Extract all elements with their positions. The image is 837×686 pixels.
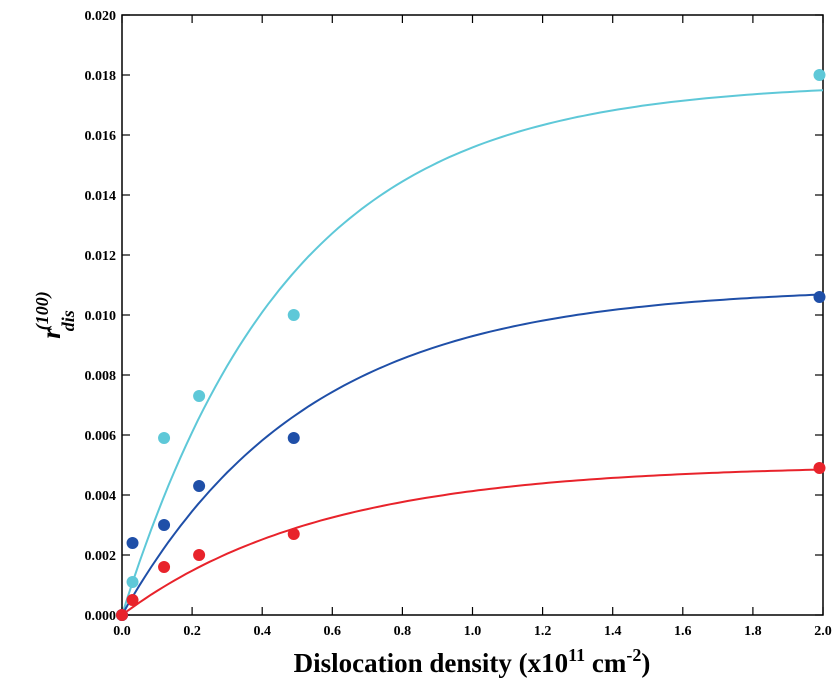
data-point-2 bbox=[158, 561, 171, 573]
y-tick-label: 0.014 bbox=[85, 189, 117, 204]
x-tick-label: 1.6 bbox=[674, 624, 692, 639]
x-axis-ticks: 0.0 0.2 0.4 0.6 0.8 1.0 1.2 1.4 1.6 1.8 2.0 bbox=[113, 15, 832, 639]
y-tick-label: 0.002 bbox=[85, 549, 117, 564]
data-point-2 bbox=[116, 609, 128, 621]
x-axis-title-main: Dislocation density (x10 bbox=[294, 648, 569, 678]
x-tick-label: 0.8 bbox=[394, 624, 412, 639]
y-axis-title-main: r bbox=[36, 328, 66, 339]
y-tick-label: 0.006 bbox=[85, 429, 117, 444]
y-tick-label: 0.008 bbox=[85, 369, 117, 384]
data-point-1 bbox=[158, 519, 171, 531]
x-tick-label: 1.2 bbox=[534, 624, 552, 639]
fit-curves bbox=[121, 89, 824, 616]
data-points bbox=[116, 69, 826, 621]
fit-curve-2 bbox=[121, 468, 824, 616]
y-tick-label: 0.010 bbox=[85, 309, 117, 324]
fit-curve-1 bbox=[121, 293, 824, 616]
plot-frame bbox=[121, 14, 824, 616]
y-tick-label: 0.016 bbox=[85, 129, 117, 144]
data-point-0 bbox=[126, 576, 139, 588]
y-axis-title-subscript: dis bbox=[58, 310, 78, 331]
x-axis-title-unit: cm bbox=[585, 648, 627, 678]
svg-text:r(100)dis: r(100) dis bbox=[32, 291, 78, 339]
x-tick-label: 0.2 bbox=[183, 624, 201, 639]
data-point-1 bbox=[193, 480, 206, 492]
data-point-0 bbox=[813, 69, 826, 81]
x-axis-title-exponent: 11 bbox=[568, 645, 585, 665]
data-point-1 bbox=[126, 537, 139, 549]
y-tick-label: 0.004 bbox=[85, 489, 117, 504]
x-tick-label: 0.4 bbox=[253, 624, 271, 639]
x-tick-label: 2.0 bbox=[814, 624, 832, 639]
data-point-0 bbox=[287, 309, 300, 321]
x-tick-label: 1.0 bbox=[464, 624, 482, 639]
x-axis-title: Dislocation density (x1011 cm-2) bbox=[294, 645, 651, 678]
data-point-2 bbox=[126, 594, 139, 606]
x-axis-title-unit-exponent: -2 bbox=[626, 645, 641, 665]
fit-curve-0 bbox=[121, 89, 824, 616]
y-tick-label: 0.018 bbox=[85, 69, 117, 84]
data-point-2 bbox=[193, 549, 206, 561]
data-point-1 bbox=[813, 291, 826, 303]
data-point-2 bbox=[813, 462, 826, 474]
x-tick-label: 0.0 bbox=[113, 624, 131, 639]
data-point-1 bbox=[287, 432, 300, 444]
y-axis-ticks: 0.000 0.002 0.004 0.006 0.008 0.010 0.012 0.014… bbox=[85, 9, 823, 624]
y-axis-title-superscript: (100) bbox=[32, 291, 53, 330]
data-point-0 bbox=[158, 432, 171, 444]
x-tick-label: 1.8 bbox=[744, 624, 762, 639]
x-axis-title-close: ) bbox=[641, 648, 650, 678]
y-tick-label: 0.012 bbox=[85, 249, 117, 264]
y-axis-title: r(100) dis bbox=[32, 291, 78, 339]
x-tick-label: 1.4 bbox=[604, 624, 622, 639]
y-tick-label: 0.020 bbox=[85, 9, 117, 24]
y-tick-label: 0.000 bbox=[85, 609, 117, 624]
data-point-0 bbox=[193, 390, 206, 402]
x-tick-label: 0.6 bbox=[324, 624, 342, 639]
data-point-2 bbox=[287, 528, 300, 540]
